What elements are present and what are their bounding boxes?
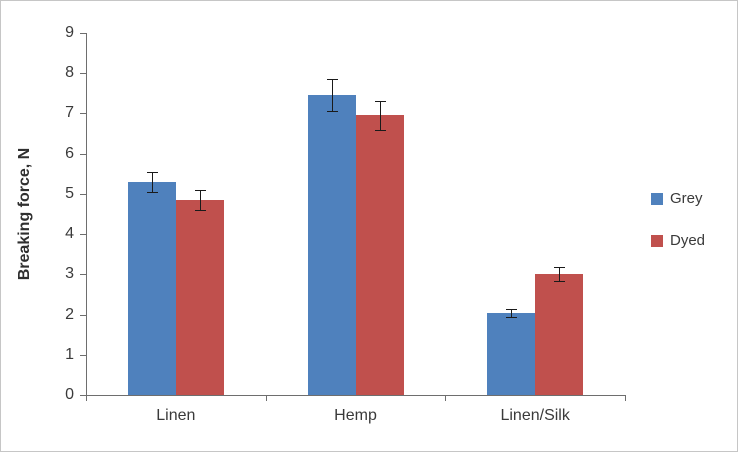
y-axis-line [86, 33, 87, 395]
category-label-hemp: Hemp [334, 407, 377, 424]
y-tick-label: 8 [65, 64, 74, 82]
error-bar-cap-bottom [146, 191, 158, 193]
y-tick-mark [80, 193, 86, 195]
error-bar-line [559, 267, 561, 282]
y-tick-mark [80, 234, 86, 236]
error-bar-cap-bottom [554, 281, 566, 283]
y-tick-mark [80, 73, 86, 75]
error-bar-cap-top [374, 101, 386, 103]
y-axis-title: Breaking force, N [16, 147, 33, 281]
y-tick-label: 9 [65, 24, 74, 41]
y-tick-mark [80, 33, 86, 34]
error-bar-line [379, 101, 381, 130]
y-tick-mark [80, 354, 86, 356]
error-bar-cap-top [326, 79, 338, 81]
error-bar-line [511, 308, 513, 317]
bar-dyed-linen [175, 199, 224, 395]
x-tick-mark [445, 395, 447, 401]
y-tick-label: 1 [65, 345, 74, 363]
error-bar-cap-top [146, 171, 158, 173]
bar-dyed-hemp [355, 115, 404, 395]
legend-swatch-dyed [651, 234, 663, 247]
y-tick-mark [80, 274, 86, 276]
y-tick-mark [80, 113, 86, 115]
error-bar-cap-bottom [326, 111, 338, 113]
y-tick-label: 3 [65, 265, 74, 283]
y-tick-label: 6 [65, 144, 74, 162]
error-bar-line [199, 189, 201, 210]
legend-item-grey: Grey [651, 191, 705, 206]
error-bar-cap-bottom [374, 129, 386, 131]
error-bar-cap-top [554, 267, 566, 269]
legend: Grey Dyed [651, 191, 705, 248]
error-bar-cap-top [506, 308, 518, 310]
y-tick-label: 7 [65, 104, 74, 122]
legend-item-dyed: Dyed [651, 233, 705, 248]
x-axis-line [86, 395, 626, 396]
y-tick-label: 5 [65, 184, 74, 202]
x-tick-mark [86, 395, 87, 401]
y-tick-label: 4 [65, 225, 74, 243]
bar-grey-hemp [307, 95, 356, 395]
category-label-linen-silk: Linen/Silk [500, 407, 570, 424]
y-tick-label: 2 [65, 305, 74, 323]
error-bar-cap-bottom [194, 209, 206, 211]
error-bar-cap-bottom [506, 316, 518, 318]
y-tick-label: 0 [65, 386, 74, 403]
error-bar-line [151, 171, 153, 192]
legend-label-dyed: Dyed [670, 232, 706, 249]
legend-swatch-grey [651, 192, 663, 205]
category-label-linen: Linen [156, 407, 196, 424]
x-tick-mark [265, 395, 267, 401]
bar-dyed-linen-silk [535, 274, 584, 395]
legend-label-grey: Grey [670, 190, 703, 207]
bar-grey-linen [127, 181, 176, 395]
error-bar-line [331, 79, 333, 112]
bar-grey-linen-silk [487, 312, 536, 395]
x-tick-mark [625, 395, 626, 401]
y-tick-mark [80, 153, 86, 155]
error-bar-cap-top [194, 189, 206, 191]
y-tick-mark [80, 314, 86, 316]
y-tick-mark [80, 395, 86, 396]
